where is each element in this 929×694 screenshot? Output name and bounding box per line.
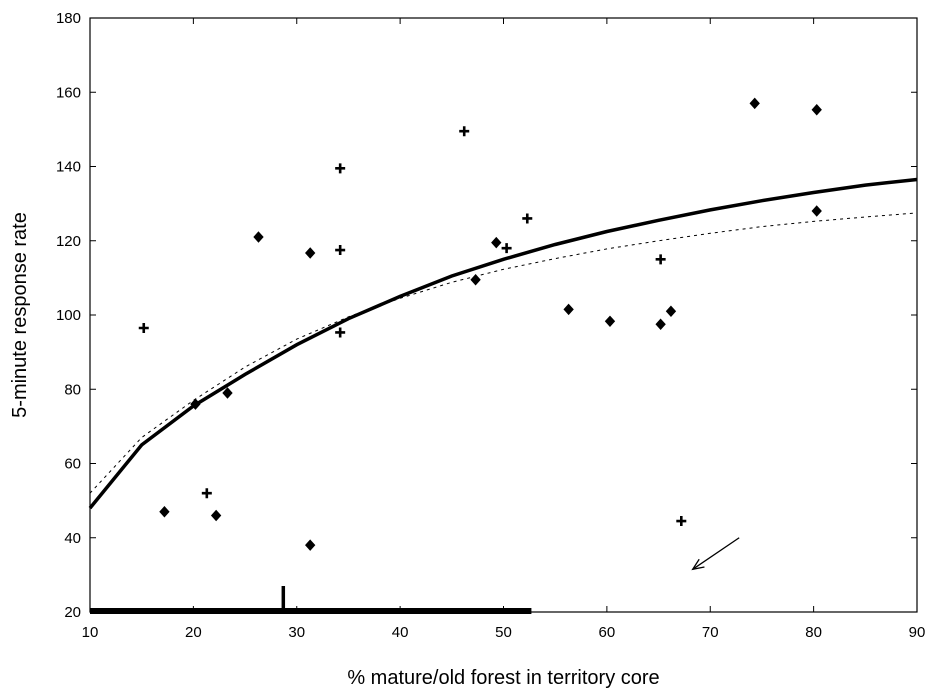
x-tick-label: 40 [392,624,409,641]
data-point-diamond [665,305,677,318]
y-tick-label: 40 [64,530,81,547]
data-point-diamond [604,315,616,328]
data-point-plus [201,488,212,499]
y-tick-label: 80 [64,381,81,398]
x-tick-label: 30 [288,624,305,641]
y-tick-label: 20 [64,604,81,621]
plot-frame [89,17,918,613]
data-point-diamond [563,303,574,316]
data-point-diamond [811,103,822,116]
data-point-diamond [222,387,233,399]
y-axis-title: 5-minute response rate [9,212,31,418]
range-bar [90,586,532,614]
data-point-plus [138,322,149,333]
y-tick-label: 120 [56,233,81,250]
data-point-plus [335,245,346,256]
x-tick-label: 60 [599,624,616,641]
x-tick-label: 20 [185,624,202,641]
data-point-diamond [253,231,264,243]
arrow-head [691,558,705,571]
x-tick-label: 10 [82,624,99,641]
data-point-plus [522,213,533,224]
data-point-plus [335,327,346,338]
fitted-curve-solid [88,177,918,510]
data-point-diamond [210,509,222,522]
y-tick-label: 100 [56,307,81,324]
arrow-shaft [692,537,740,570]
data-point-diamond [811,205,822,217]
x-tick-label: 90 [909,624,926,641]
data-point-plus [459,126,470,137]
data-point-plus [676,516,687,527]
data-point-plus [335,163,346,174]
data-point-diamond [190,398,201,410]
y-tick-label: 180 [56,10,81,27]
y-tick-label: 160 [56,84,81,101]
data-points [138,97,822,551]
y-tick-label: 60 [64,456,81,473]
data-point-diamond [470,273,481,286]
annotation-arrow [691,537,740,571]
data-point-diamond [305,247,316,259]
y-tick-label: 140 [56,159,81,176]
x-axis-title: % mature/old forest in territory core [347,667,659,689]
x-tick-label: 50 [495,624,512,641]
data-point-diamond [305,539,316,551]
data-point-diamond [159,506,170,518]
x-tick-label: 80 [805,624,822,641]
fitted-curve-dotted [89,212,918,494]
axis-ticks: 10 20 30 40 50 60 70 80 902040608010012014016018… [56,10,925,641]
x-tick-label: 70 [702,624,719,641]
data-point-diamond [491,236,502,249]
fitted-curves [88,177,918,510]
data-point-plus [655,254,666,265]
data-point-diamond [749,97,760,110]
data-point-diamond [655,318,666,331]
data-point-plus [501,243,512,254]
